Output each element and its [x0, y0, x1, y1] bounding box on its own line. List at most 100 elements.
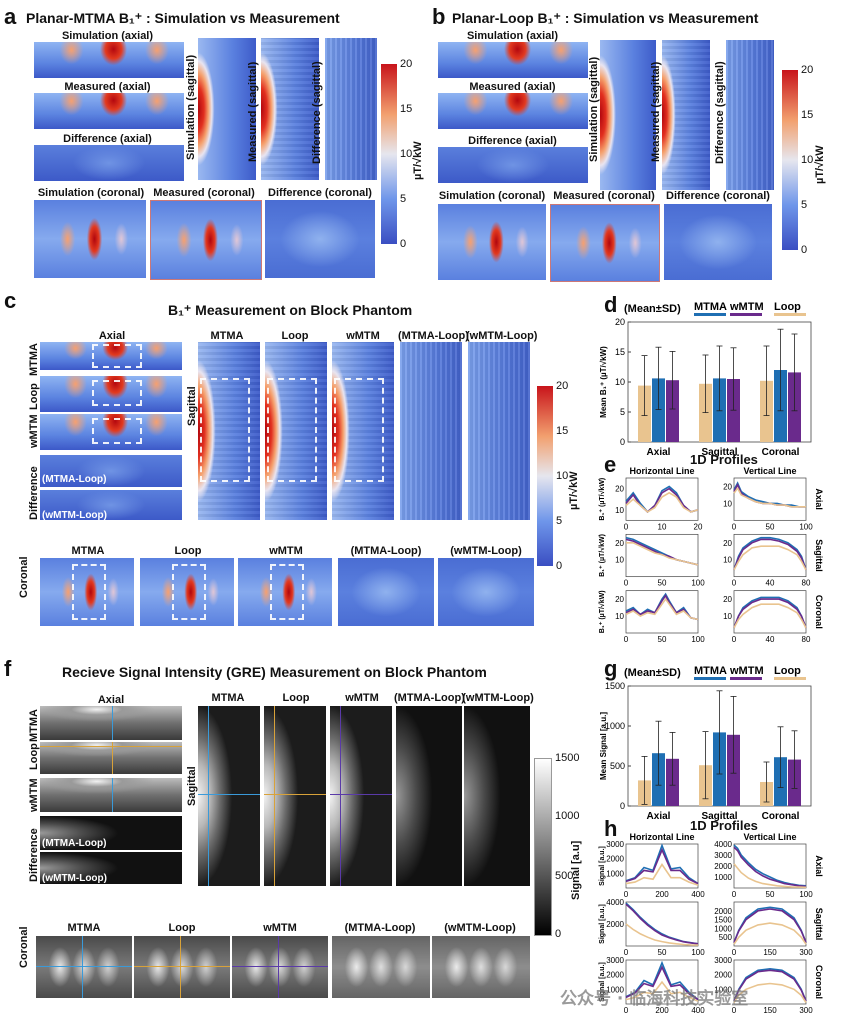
- panel-f-cor-wmtm-map: [232, 936, 328, 998]
- panel-f-sag-header-mtma: MTMA: [211, 692, 245, 704]
- panel-b-cor-meas-map: [550, 204, 660, 282]
- panel-c-cbar-tick: 20: [556, 380, 569, 392]
- panel-a-axial-sim-label: Simulation (axial): [61, 30, 154, 42]
- panel-c-cor-header-mtma: MTMA: [71, 545, 105, 557]
- y-tick-label: 3000: [714, 851, 732, 860]
- chart-title: (Mean±SD): [624, 303, 681, 315]
- panel-c-sag-loop-map: [265, 342, 327, 520]
- row-label: Coronal: [814, 965, 824, 999]
- legend-label: wMTM: [729, 301, 764, 313]
- panel-a-axial-diff-map: [34, 145, 184, 181]
- x-tick-label: 100: [691, 635, 705, 644]
- panel-c-sag-wmtm-loop-map: [468, 342, 530, 520]
- panel-f-coronal-label: Coronal: [18, 926, 30, 968]
- x-tick-label: Coronal: [762, 811, 800, 822]
- x-tick-label: 0: [732, 948, 737, 957]
- panel-e-letter: e: [604, 452, 617, 477]
- y-tick-label: 2000: [714, 862, 732, 871]
- panel-c-sag-header-wmtm-loop: (wMTM-Loop): [466, 330, 538, 342]
- profile-frame: [733, 843, 807, 889]
- panel-f-cor-wmtm-loop-map: [432, 936, 530, 998]
- profile-line-loop: [625, 980, 699, 1002]
- profile-line-loop: [733, 863, 807, 889]
- panel-c-row-mtma: MTMA: [28, 343, 40, 376]
- panel-f-axial-header: Axial: [97, 694, 125, 706]
- panel-f-cor-header-wmtm: wMTM: [263, 922, 297, 934]
- y-axis-label: B₁⁺ (µT/√kW): [598, 478, 606, 521]
- panel-a-cor-sim-label: Simulation (coronal): [37, 187, 145, 199]
- y-tick-label: 2000: [606, 855, 624, 864]
- panel-b-sag-sim-label: Simulation (sagittal): [588, 56, 600, 162]
- profile-line-loop: [625, 491, 699, 513]
- x-tick-label: 0: [624, 579, 629, 588]
- profile-line-wmtm: [733, 969, 807, 1002]
- panel-c-sag-mtma-loop-map: [400, 342, 462, 520]
- y-tick-label: 2000: [606, 920, 624, 929]
- panel-a-colorbar: [381, 64, 397, 244]
- panel-b-cbar-tick: 0: [801, 244, 808, 256]
- panel-c-sag-header-wmtm: wMTM: [346, 330, 380, 342]
- panel-g-letter: g: [604, 656, 618, 681]
- x-tick-label: 0: [624, 522, 629, 531]
- panel-a-cbar-label: µT/√kW: [412, 141, 424, 180]
- panel-f-row-difference: Difference: [28, 828, 40, 882]
- panel-f-cbar-tick: 500: [555, 870, 574, 882]
- panel-c-cbar-tick: 5: [556, 515, 563, 527]
- panel-c-cor-wmtm-map: [238, 558, 332, 626]
- panel-f-cor-mtma-loop-map: [332, 936, 430, 998]
- panel-f-row-wmtm: wMTM: [28, 778, 40, 812]
- y-tick-label: 15: [615, 347, 625, 357]
- x-tick-label: 150: [763, 1006, 777, 1015]
- panel-f-row-loop: Loop: [28, 743, 40, 770]
- y-axis-label: B₁⁺ (µT/√kW): [598, 534, 606, 577]
- panel-b-axial-diff-label: Difference (axial): [468, 135, 557, 147]
- panel-a-cbar-tick: 0: [400, 238, 407, 250]
- row-label: Axial: [814, 855, 824, 877]
- x-tick-label: 200: [655, 890, 669, 899]
- x-tick-label: 100: [691, 948, 705, 957]
- panel-f-cor-header-mtma-loop: (MTMA-Loop): [344, 922, 416, 934]
- panel-b-cbar-tick: 20: [801, 64, 814, 76]
- y-tick-label: 1500: [714, 916, 732, 925]
- panel-e-title: 1D Profiles: [690, 452, 758, 467]
- panel-c-cor-header-mtma-loop: (MTMA-Loop): [350, 545, 422, 557]
- y-tick-label: 1000: [714, 985, 732, 994]
- y-axis-label: Mean Signal [a.u.]: [599, 712, 608, 780]
- x-tick-label: Sagittal: [701, 811, 737, 822]
- y-tick-label: 10: [723, 499, 732, 508]
- x-tick-label: Coronal: [762, 447, 800, 458]
- y-tick-label: 5: [620, 407, 625, 417]
- panel-a-axial-sim-map: [34, 42, 184, 78]
- y-tick-label: 3000: [606, 840, 624, 849]
- col-header: Horizontal Line: [630, 466, 695, 476]
- profile-line-mtma: [625, 902, 699, 945]
- panel-b-sag-meas-label: Measured (sagittal): [650, 61, 662, 162]
- profile-line-mtma: [733, 906, 807, 943]
- profile-line-mtma: [625, 592, 699, 621]
- x-tick-label: 20: [694, 522, 703, 531]
- panel-a-cor-sim-map: [34, 200, 146, 278]
- legend-swatch: [774, 677, 806, 680]
- bar-wmtm: [666, 380, 679, 442]
- panel-b-sag-diff-label: Difference (sagittal): [714, 61, 726, 164]
- panel-c-cbar-tick: 0: [556, 560, 563, 572]
- panel-f-cor-header-mtma: MTMA: [67, 922, 101, 934]
- panel-f-title: Recieve Signal Intensity (GRE) Measureme…: [62, 664, 487, 680]
- y-tick-label: 20: [615, 595, 624, 604]
- panel-c-cor-header-wmtm-loop: (wMTM-Loop): [450, 545, 522, 557]
- panel-c-title: B₁⁺ Measurement on Block Phantom: [168, 302, 413, 318]
- y-tick-label: 10: [615, 556, 624, 565]
- panel-b-colorbar: [782, 70, 798, 250]
- x-tick-label: 300: [799, 1006, 813, 1015]
- panel-f-axial-diff2-map: [40, 852, 182, 884]
- y-tick-label: 20: [615, 485, 624, 494]
- panel-a-cor-meas-map: [150, 200, 262, 280]
- x-tick-label: 50: [766, 890, 775, 899]
- panel-d-letter: d: [604, 292, 618, 317]
- y-tick-label: 20: [615, 317, 625, 327]
- x-tick-label: 400: [691, 890, 705, 899]
- x-tick-label: 0: [624, 635, 629, 644]
- panel-a-cbar-tick: 20: [400, 58, 413, 70]
- profile-frame: [625, 901, 699, 947]
- profile-line-loop: [733, 922, 807, 945]
